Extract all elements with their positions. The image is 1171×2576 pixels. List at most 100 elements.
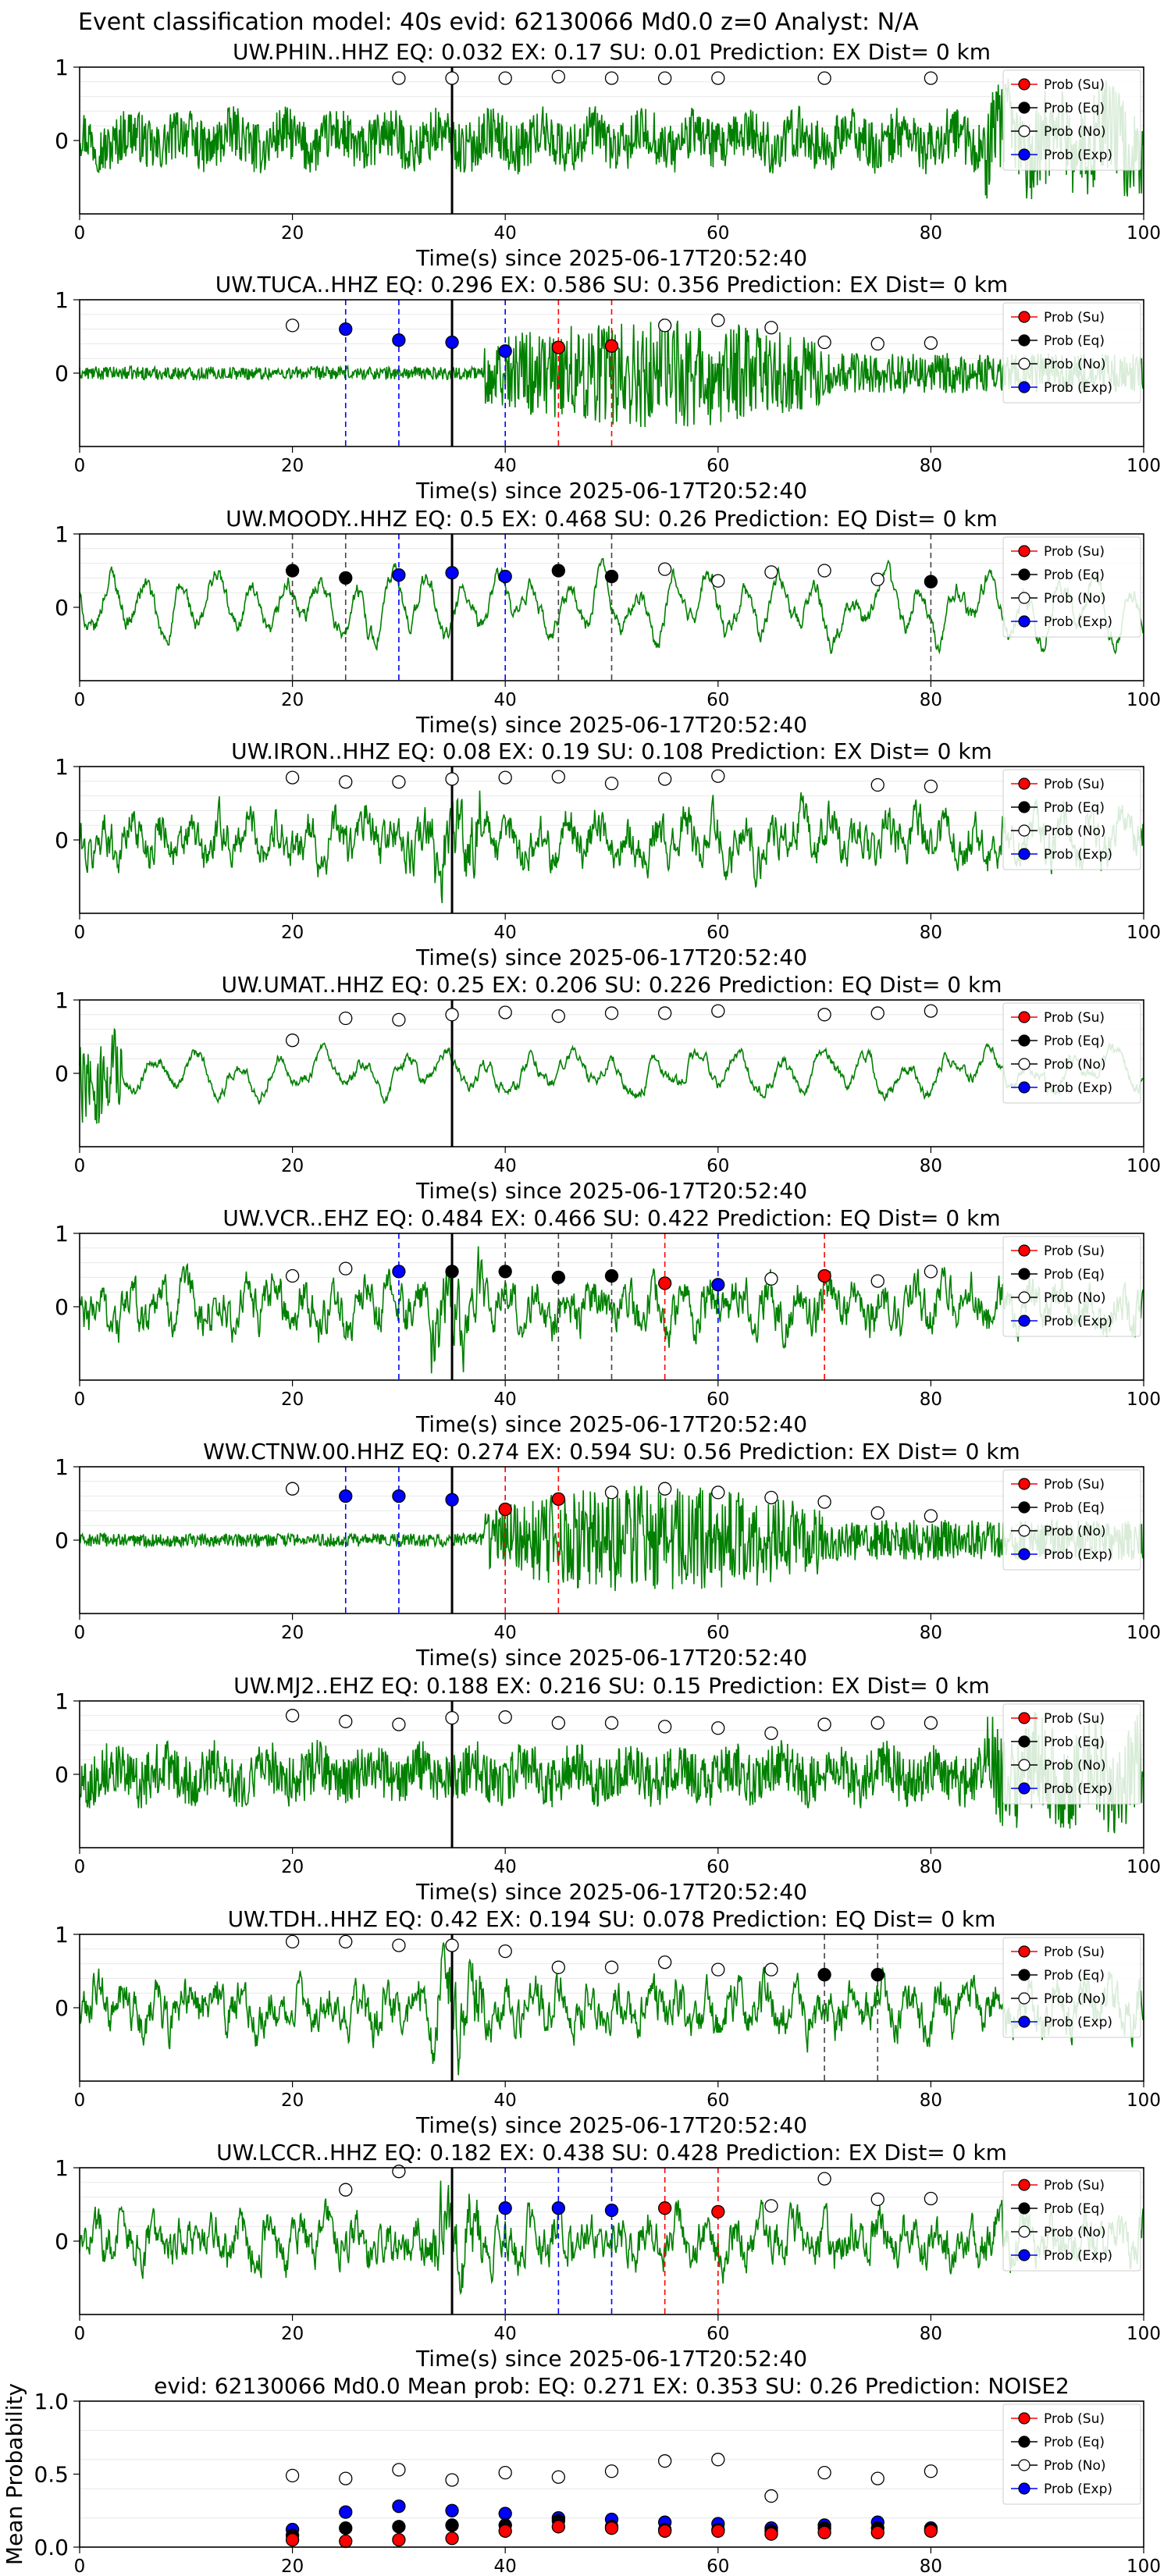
x-tick-label: 40: [494, 1156, 517, 1176]
legend-label-su: Prob (Su): [1044, 77, 1105, 93]
legend-marker-eq: [1018, 1034, 1030, 1047]
prob-point-no: [817, 2172, 831, 2186]
legend-frame: [1002, 1469, 1141, 1571]
panel-title: WW.CTNW.00.HHZ EQ: 0.274 EX: 0.594 SU: 0…: [203, 1439, 1020, 1464]
x-tick-label: 60: [707, 1156, 729, 1176]
prob-point-no: [764, 1272, 778, 1286]
x-tick-label: 100: [1127, 223, 1161, 244]
prob-point-no: [285, 1482, 300, 1496]
prob-point-no: [339, 1261, 353, 1276]
y-tick-label: 0: [55, 1294, 69, 1320]
prob-point-su: [604, 339, 619, 353]
legend-label-no: Prob (No): [1044, 2458, 1106, 2474]
legend-label-eq: Prob (Eq): [1044, 2435, 1105, 2450]
prob-point-no: [924, 336, 938, 350]
y-tick-label: 0: [55, 2229, 69, 2254]
legend: Prob (Su) Prob (Eq) Prob (No) Prob (Exp): [1002, 302, 1141, 404]
legend-marker-eq: [1018, 1268, 1030, 1280]
prob-point-no: [604, 776, 619, 791]
legend-frame: [1002, 1937, 1141, 2038]
legend-label-exp: Prob (Exp): [1044, 1781, 1112, 1797]
legend: Prob (Su) Prob (Eq) Prob (No) Prob (Exp): [1002, 1937, 1141, 2038]
mean-point-su: [817, 2525, 831, 2539]
x-tick-label: 100: [1127, 1623, 1161, 1643]
prob-point-no: [445, 71, 459, 85]
prob-point-exp: [498, 2201, 512, 2215]
legend-frame: [1002, 69, 1141, 171]
prob-point-no: [392, 775, 406, 789]
y-tick-label: 1: [55, 1922, 69, 1948]
x-tick-label: 100: [1127, 690, 1161, 710]
legend-frame: [1002, 769, 1141, 870]
prob-point-no: [870, 777, 884, 792]
prob-point-su: [658, 2201, 672, 2215]
prob-point-no: [339, 1934, 353, 1949]
legend-marker-su: [1018, 78, 1030, 91]
legend-label-exp: Prob (Exp): [1044, 2248, 1112, 2264]
x-tick-label: 60: [707, 2090, 729, 2111]
x-tick-label: 20: [281, 1156, 304, 1176]
legend-label-su: Prob (Su): [1044, 1010, 1105, 1026]
legend-label-exp: Prob (Exp): [1044, 614, 1112, 630]
axes-frame: [79, 2400, 1144, 2548]
panel-title: UW.TDH..HHZ EQ: 0.42 EX: 0.194 SU: 0.078…: [228, 1906, 996, 1932]
legend-label-no: Prob (No): [1044, 1758, 1106, 1774]
legend-label-exp: Prob (Exp): [1044, 148, 1112, 163]
legend-label-no: Prob (No): [1044, 1057, 1106, 1073]
prob-point-su: [658, 1276, 672, 1290]
legend-marker-su: [1018, 777, 1030, 790]
prob-point-no: [870, 336, 884, 351]
panel-2: UW.TUCA..HHZ EQ: 0.296 EX: 0.586 SU: 0.3…: [55, 272, 1161, 503]
legend-marker-eq: [1018, 334, 1030, 347]
prob-point-no: [285, 770, 300, 785]
x-tick-label: 40: [494, 223, 517, 244]
prob-point-exp: [551, 2201, 565, 2215]
legend-marker-eq: [1018, 568, 1030, 581]
prob-point-no: [924, 71, 938, 85]
legend-label-su: Prob (Su): [1044, 1477, 1105, 1493]
prob-point-no: [498, 71, 512, 85]
panel-title: UW.MJ2..EHZ EQ: 0.188 EX: 0.216 SU: 0.15…: [233, 1673, 990, 1699]
x-tick-label: 60: [707, 923, 729, 943]
prob-point-no: [764, 565, 778, 579]
mean-point-exp: [498, 2507, 512, 2521]
y-tick-label: 1: [55, 2155, 69, 2181]
x-tick-label: 40: [494, 456, 517, 476]
prob-point-eq: [285, 564, 300, 578]
x-tick-label: 20: [281, 1857, 304, 1877]
prob-point-exp: [445, 335, 459, 350]
prob-point-no: [392, 71, 406, 85]
mean-point-no: [392, 2463, 406, 2477]
prob-point-no: [604, 1960, 619, 1974]
panel-title: UW.VCR..EHZ EQ: 0.484 EX: 0.466 SU: 0.42…: [222, 1205, 1000, 1231]
legend-label-exp: Prob (Exp): [1044, 1547, 1112, 1563]
mean-point-exp: [392, 2499, 406, 2514]
mean-point-su: [604, 2521, 619, 2535]
mean-point-no: [764, 2489, 778, 2503]
x-tick-label: 60: [707, 2324, 729, 2344]
mean-point-no: [551, 2470, 565, 2484]
x-axis-label: Time(s) since 2025-06-17T20:52:40: [415, 245, 807, 271]
panel-10: UW.LCCR..HHZ EQ: 0.182 EX: 0.438 SU: 0.4…: [55, 2140, 1161, 2371]
x-tick-label: 100: [1127, 1857, 1161, 1877]
y-tick-label: 0: [55, 1528, 69, 1553]
prob-point-no: [498, 770, 512, 785]
panel-4: UW.IRON..HHZ EQ: 0.08 EX: 0.19 SU: 0.108…: [55, 738, 1161, 970]
prob-point-no: [711, 769, 725, 783]
panel-title: UW.MOODY..HHZ EQ: 0.5 EX: 0.468 SU: 0.26…: [226, 506, 998, 532]
legend-label-eq: Prob (Eq): [1044, 1267, 1105, 1283]
prob-point-no: [817, 564, 831, 578]
panel-6: UW.VCR..EHZ EQ: 0.484 EX: 0.466 SU: 0.42…: [55, 1205, 1161, 1437]
legend-marker-no: [1018, 125, 1030, 137]
mean-point-exp: [339, 2505, 353, 2519]
x-tick-label: 0: [74, 223, 86, 244]
panel-8: UW.MJ2..EHZ EQ: 0.188 EX: 0.216 SU: 0.15…: [55, 1673, 1161, 1905]
prob-point-no: [924, 1004, 938, 1018]
legend-marker-exp: [1018, 615, 1030, 628]
prob-point-su: [817, 1268, 831, 1283]
legend-label-eq: Prob (Eq): [1044, 800, 1105, 816]
panel-1: UW.PHIN..HHZ EQ: 0.032 EX: 0.17 SU: 0.01…: [55, 39, 1161, 271]
y-tick-label: 1: [55, 754, 69, 780]
x-tick-label: 20: [281, 456, 304, 476]
legend-label-eq: Prob (Eq): [1044, 1500, 1105, 1516]
